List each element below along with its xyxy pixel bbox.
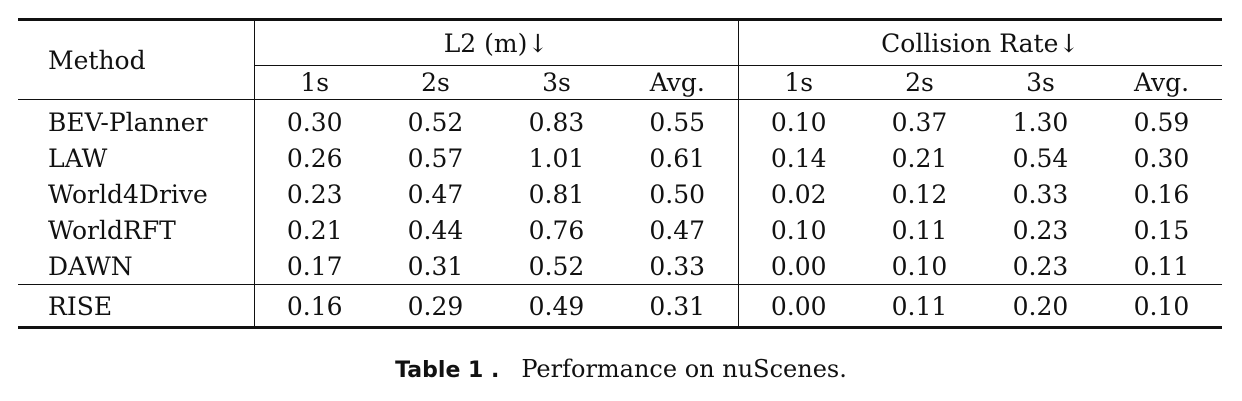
table-row: LAW 0.26 0.57 1.01 0.61 0.14 0.21 0.54 0… [18,140,1222,176]
table-row: BEV-Planner 0.30 0.52 0.83 0.55 0.10 0.3… [18,99,1222,140]
caption-label: Table 1 . [395,358,500,383]
value-cell: 0.26 [286,143,343,173]
method-header: Method [18,18,255,100]
caption-text: Performance on nuScenes. [521,355,847,383]
method-cell: DAWN [18,248,255,285]
value-cell-best: 0.49 [496,284,617,329]
value-cell-best: 0.20 [980,284,1101,329]
collision-3s-header: 3s [1026,68,1055,97]
value-cell: 0.59 [1101,99,1222,140]
value-cell: 0.12 [891,179,948,209]
value-cell: 0.55 [617,99,739,140]
method-cell: RISE [18,284,255,329]
value-cell: 0.11 [891,215,948,245]
table-row: WorldRFT 0.21 0.44 0.76 0.47 0.10 0.11 0… [18,212,1222,248]
value-cell: 0.44 [407,215,464,245]
collision-avg-header: Avg. [1133,68,1190,97]
value-cell: 0.21 [286,215,343,245]
method-cell: LAW [18,140,255,176]
value-cell: 0.14 [770,143,827,173]
value-cell-best: 0.00 [738,284,859,329]
value-cell-best: 0.10 [891,251,948,281]
value-cell: 0.33 [1012,179,1069,209]
value-cell: 0.15 [1133,215,1190,245]
header-row-groups: Method L2 (m)↓ Collision Rate↓ [18,18,1222,100]
value-cell: 0.52 [375,99,496,140]
value-cell: 0.10 [738,99,859,140]
method-cell: WorldRFT [18,212,255,248]
value-cell: 0.47 [617,212,739,248]
collision-2s-header: 2s [905,68,934,97]
value-cell: 0.76 [528,215,585,245]
value-cell: 0.02 [770,179,827,209]
value-cell: 0.54 [1012,143,1069,173]
value-cell: 0.11 [1133,251,1190,281]
value-cell: 0.61 [617,140,739,176]
table-row-rise: RISE 0.16 0.29 0.49 0.31 0.00 0.11 0.20 … [18,284,1222,329]
value-cell-best: 0.29 [375,284,496,329]
value-cell-best: 0.10 [1101,284,1222,329]
value-cell: 0.30 [254,99,375,140]
value-cell: 0.31 [407,251,464,281]
method-cell: BEV-Planner [18,99,255,140]
value-cell: 0.57 [407,143,464,173]
value-cell: 0.50 [617,176,739,212]
value-cell: 1.30 [980,99,1101,140]
value-cell: 0.30 [1133,143,1190,173]
value-cell-best: 0.31 [617,284,739,329]
value-cell: 1.01 [528,143,585,173]
method-cell: World4Drive [18,176,255,212]
value-cell: 0.83 [496,99,617,140]
value-cell-best: 0.16 [254,284,375,329]
value-cell: 0.21 [891,143,948,173]
table-row: DAWN 0.17 0.31 0.52 0.33 0.00 0.10 0.23 … [18,248,1222,285]
table-caption: Table 1 . Performance on nuScenes. [0,355,1242,384]
collision-1s-header: 1s [784,68,814,97]
l2-1s-header: 1s [300,68,330,97]
value-cell: 0.16 [1133,179,1190,209]
value-cell: 0.00 [770,251,827,281]
header-row-subcolumns: 1s 2s 3s Avg. 1s 2s 3s Avg. [18,65,1222,100]
value-cell: 0.23 [1012,251,1069,281]
table-row: World4Drive 0.23 0.47 0.81 0.50 0.02 0.1… [18,176,1222,212]
value-cell: 0.33 [617,248,739,285]
l2-avg-header: Avg. [617,65,739,100]
collision-group-header: Collision Rate↓ [738,18,1222,66]
l2-2s-header: 2s [421,68,450,97]
value-cell: 0.52 [528,251,585,281]
l2-3s-header: 3s [542,68,571,97]
value-cell: 0.10 [770,215,827,245]
value-cell: 0.81 [528,179,585,209]
value-cell: 0.37 [859,99,980,140]
value-cell: 0.23 [286,179,343,209]
value-cell: 0.23 [1012,215,1069,245]
results-table: Method L2 (m)↓ Collision Rate↓ 1s 2s 3s … [18,18,1222,329]
value-cell: 0.17 [286,251,343,281]
value-cell: 0.11 [859,284,980,329]
value-cell: 0.47 [407,179,464,209]
l2-group-header: L2 (m)↓ [254,18,739,66]
